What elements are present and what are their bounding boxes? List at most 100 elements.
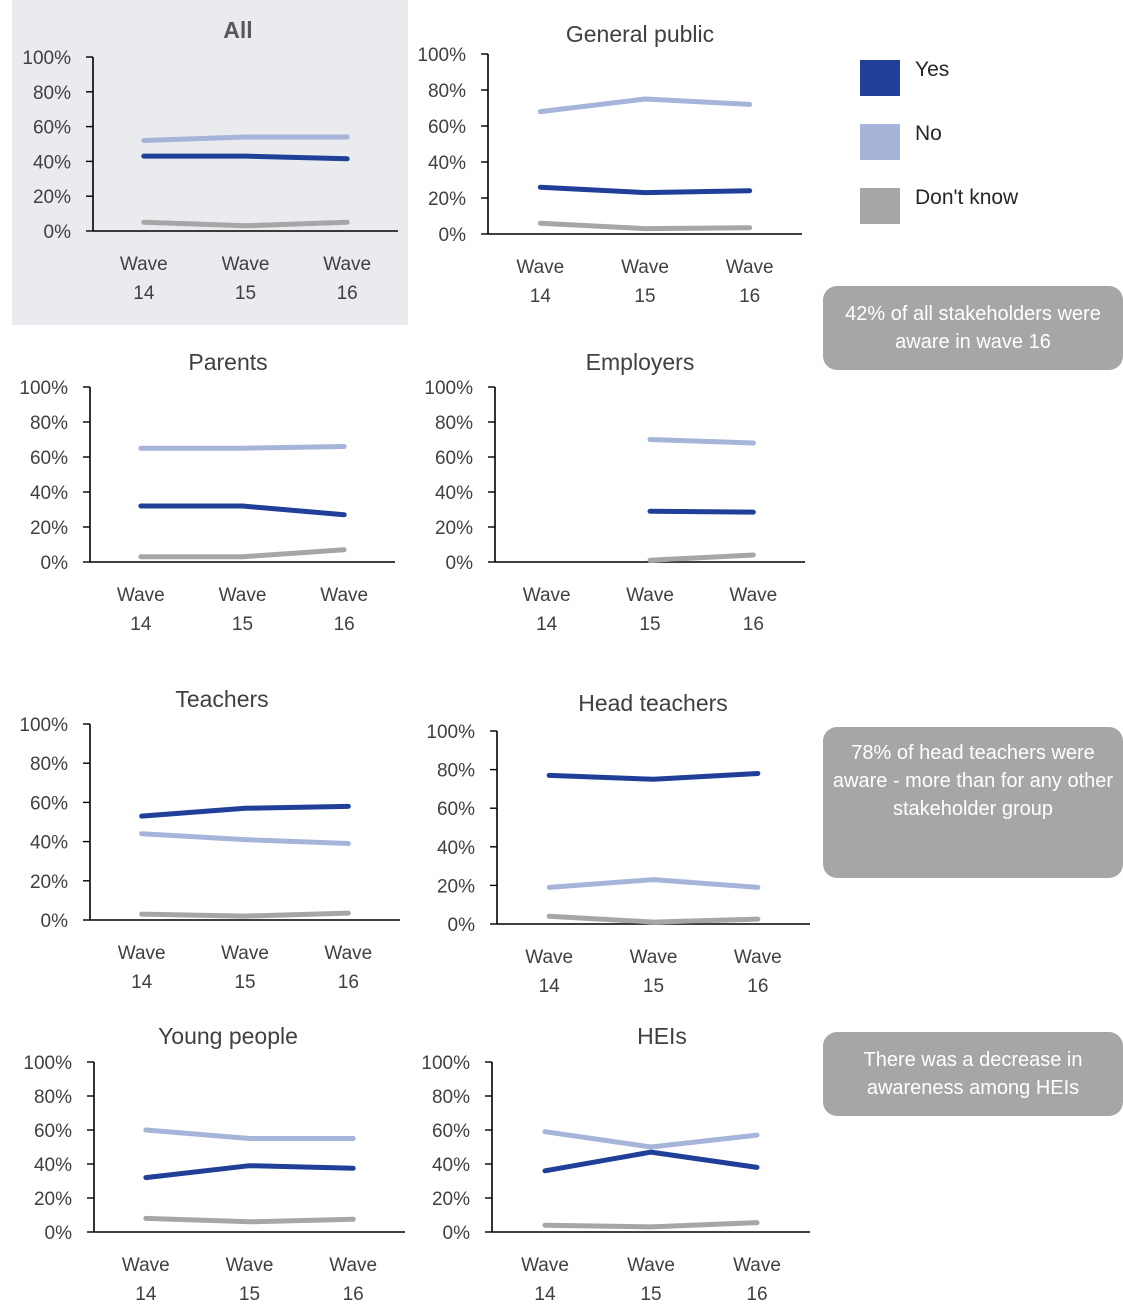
y-tick-label: 0% xyxy=(44,222,72,243)
legend-swatch-yes xyxy=(860,60,900,96)
x-tick-label: Wave xyxy=(329,1255,377,1276)
x-tick-label: 15 xyxy=(640,1284,661,1304)
legend-item-dont-know: Don't know xyxy=(860,178,1100,242)
series-line-don-t-know xyxy=(138,547,347,560)
x-tick-label: Wave xyxy=(627,1255,675,1276)
series-line-don-t-know xyxy=(647,552,756,563)
series-line-yes xyxy=(139,803,351,819)
chart-head-teachers: Head teachers 0% 20% 40% 60% 80% 100% Wave 14 Wav… xyxy=(426,690,810,997)
chart-title: All xyxy=(223,17,252,43)
y-tick-label: 20% xyxy=(33,187,71,208)
y-tick-label: 0% xyxy=(446,553,474,574)
x-tick-label: Wave xyxy=(621,257,669,278)
legend-label-yes: Yes xyxy=(915,58,950,81)
series-line-no xyxy=(537,96,753,115)
x-tick-label: Wave xyxy=(120,254,168,275)
chart-title: General public xyxy=(566,21,714,47)
chart-title: HEIs xyxy=(637,1023,687,1049)
x-tick-label: Wave xyxy=(219,585,267,606)
x-tick-label: Wave xyxy=(117,585,165,606)
x-tick-label: Wave xyxy=(221,943,269,964)
legend-swatch-dont-know xyxy=(860,188,900,224)
x-tick-label: Wave xyxy=(733,1255,781,1276)
x-tick-label: Wave xyxy=(521,1255,569,1276)
chart-title: Teachers xyxy=(175,686,268,712)
x-tick-label: 16 xyxy=(739,286,760,307)
y-tick-label: 0% xyxy=(443,1223,471,1244)
x-tick-label: 14 xyxy=(536,614,558,635)
x-tick-label: Wave xyxy=(324,943,372,964)
x-tick-label: Wave xyxy=(525,947,573,968)
callout-head-teachers: 78% of head teachers were aware - more t… xyxy=(823,727,1123,878)
series-line-yes xyxy=(542,1149,760,1174)
x-tick-label: 16 xyxy=(343,1284,364,1304)
y-tick-label: 20% xyxy=(34,1189,72,1210)
x-tick-label: 15 xyxy=(234,972,255,993)
x-tick-label: 14 xyxy=(530,286,552,307)
callout-all-stakeholders: 42% of all stakeholders were aware in wa… xyxy=(823,286,1123,370)
y-tick-label: 100% xyxy=(417,45,466,66)
x-tick-label: Wave xyxy=(626,585,674,606)
x-tick-label: Wave xyxy=(726,257,774,278)
chart-parents: Parents 0% 20% 40% 60% 80% 100% Wave 14 Wave 15 Wav… xyxy=(19,349,395,635)
series-line-yes xyxy=(143,1163,356,1181)
legend-item-no: No xyxy=(860,114,1100,178)
callout-heis: There was a decrease in awareness among … xyxy=(823,1032,1123,1116)
series-line-don-t-know xyxy=(542,1220,760,1230)
x-tick-label: Wave xyxy=(122,1255,170,1276)
series-line-don-t-know xyxy=(143,1215,356,1225)
x-tick-label: 14 xyxy=(539,976,561,997)
y-tick-label: 60% xyxy=(432,1121,470,1142)
x-tick-label: 14 xyxy=(534,1284,556,1304)
x-tick-label: 15 xyxy=(634,286,655,307)
y-tick-label: 100% xyxy=(19,715,68,736)
y-tick-label: 100% xyxy=(23,1053,72,1074)
series-line-no xyxy=(141,134,350,144)
x-tick-label: Wave xyxy=(734,947,782,968)
y-tick-label: 0% xyxy=(45,1223,73,1244)
y-tick-label: 20% xyxy=(437,876,475,897)
x-tick-label: 16 xyxy=(337,283,358,304)
chart-title: Parents xyxy=(188,349,267,375)
y-tick-label: 80% xyxy=(33,83,71,104)
x-tick-label: Wave xyxy=(222,254,270,275)
series-line-yes xyxy=(546,770,761,782)
x-tick-label: 14 xyxy=(135,1284,157,1304)
y-tick-label: 80% xyxy=(30,754,68,775)
y-tick-label: 20% xyxy=(30,872,68,893)
series-line-yes xyxy=(141,153,350,162)
y-tick-label: 80% xyxy=(432,1087,470,1108)
y-tick-label: 40% xyxy=(437,838,475,859)
y-tick-label: 60% xyxy=(30,793,68,814)
series-line-yes xyxy=(647,508,756,515)
y-tick-label: 40% xyxy=(30,483,68,504)
y-tick-label: 40% xyxy=(435,483,473,504)
series-line-no xyxy=(139,831,351,847)
x-tick-label: 14 xyxy=(131,972,153,993)
y-tick-label: 100% xyxy=(22,48,71,69)
chart-all: All 0% 20% 40% 60% 80% 100% Wave 14 Wave 15 Wave 16 xyxy=(22,17,398,304)
x-tick-label: Wave xyxy=(226,1255,274,1276)
x-tick-label: 14 xyxy=(130,614,152,635)
series-line-yes xyxy=(537,184,753,196)
y-tick-label: 100% xyxy=(19,378,68,399)
chart-teachers: Teachers 0% 20% 40% 60% 80% 100% Wave 14 Wave 15 Wa… xyxy=(19,686,400,993)
legend-swatch-no xyxy=(860,124,900,160)
x-tick-label: Wave xyxy=(729,585,777,606)
y-tick-label: 80% xyxy=(435,413,473,434)
y-tick-label: 100% xyxy=(421,1053,470,1074)
series-line-no xyxy=(143,1127,356,1141)
y-tick-label: 60% xyxy=(437,799,475,820)
x-tick-label: 15 xyxy=(639,614,660,635)
y-tick-label: 0% xyxy=(439,225,467,246)
series-line-no xyxy=(546,877,761,890)
y-tick-label: 80% xyxy=(437,761,475,782)
chart-heis: HEIs 0% 20% 40% 60% 80% 100% Wave 14 Wave 15 Wave 16 xyxy=(421,1023,810,1304)
x-tick-label: 15 xyxy=(643,976,664,997)
y-tick-label: 0% xyxy=(41,553,69,574)
y-tick-label: 60% xyxy=(34,1121,72,1142)
x-tick-label: 15 xyxy=(239,1284,260,1304)
x-tick-label: Wave xyxy=(516,257,564,278)
all-panel-highlight xyxy=(12,0,408,325)
legend: Yes No Don't know xyxy=(860,50,1100,242)
